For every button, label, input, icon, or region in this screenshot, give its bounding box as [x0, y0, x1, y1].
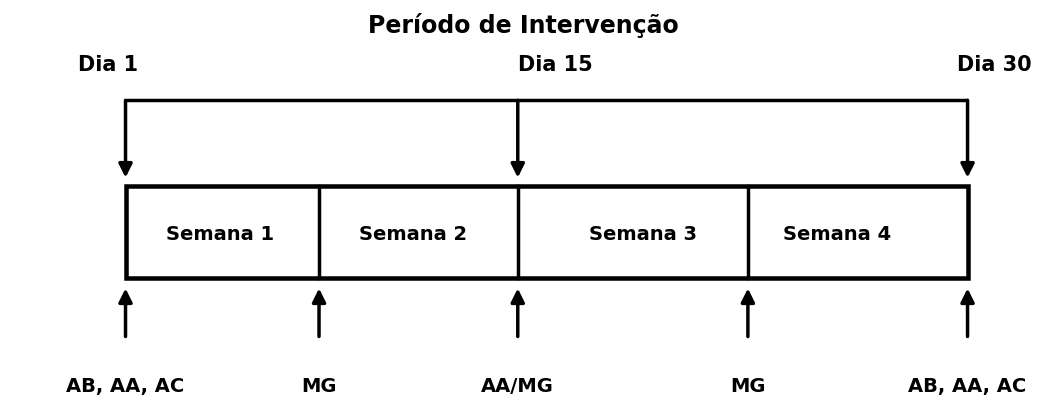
- Text: Semana 4: Semana 4: [782, 224, 891, 244]
- Text: Dia 1: Dia 1: [78, 55, 138, 75]
- Text: Dia 30: Dia 30: [957, 55, 1031, 75]
- Text: MG: MG: [730, 377, 766, 396]
- Text: Semana 1: Semana 1: [165, 224, 274, 244]
- Text: AB, AA, AC: AB, AA, AC: [908, 377, 1027, 396]
- Text: MG: MG: [301, 377, 337, 396]
- Bar: [126, 186, 968, 278]
- Text: Semana 3: Semana 3: [589, 224, 698, 244]
- Text: Dia 15: Dia 15: [518, 55, 592, 75]
- Text: Semana 2: Semana 2: [359, 224, 468, 244]
- Text: Período de Intervenção: Período de Intervenção: [367, 13, 679, 38]
- Text: AA/MG: AA/MG: [481, 377, 554, 396]
- Text: AB, AA, AC: AB, AA, AC: [66, 377, 185, 396]
